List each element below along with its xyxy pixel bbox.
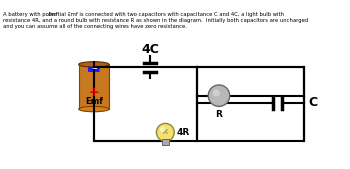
Bar xyxy=(162,139,169,145)
Text: ℰmf: ℰmf xyxy=(47,12,57,17)
Text: and you can assume all of the connecting wires have zero resistance.: and you can assume all of the connecting… xyxy=(3,24,187,29)
Ellipse shape xyxy=(79,62,109,67)
Circle shape xyxy=(208,85,230,106)
Text: resistance 4R, and a round bulb with resistance R as shown in the diagram.  Init: resistance 4R, and a round bulb with res… xyxy=(3,18,308,23)
Circle shape xyxy=(213,89,220,96)
Circle shape xyxy=(160,127,165,132)
Bar xyxy=(79,64,109,109)
Text: −: − xyxy=(91,66,97,72)
Text: 4R: 4R xyxy=(177,128,190,137)
Ellipse shape xyxy=(79,106,109,112)
Text: 4C: 4C xyxy=(141,43,159,56)
Text: A battery with potential ℰmf is connected with two capacitors with capacitance C: A battery with potential ℰmf is connecte… xyxy=(3,12,284,17)
Circle shape xyxy=(156,123,174,141)
Text: Emf: Emf xyxy=(85,97,103,106)
FancyBboxPatch shape xyxy=(88,67,100,72)
Text: +: + xyxy=(89,87,99,100)
Text: R: R xyxy=(216,110,222,119)
Text: C: C xyxy=(308,96,317,109)
